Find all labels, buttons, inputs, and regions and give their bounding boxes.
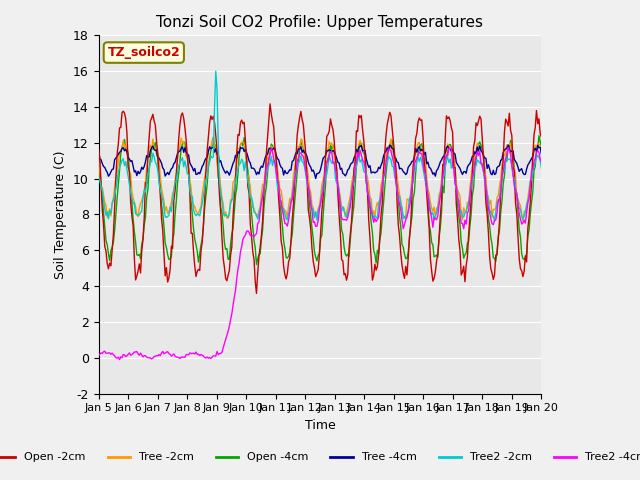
Text: TZ_soilco2: TZ_soilco2 bbox=[108, 46, 180, 59]
Title: Tonzi Soil CO2 Profile: Upper Temperatures: Tonzi Soil CO2 Profile: Upper Temperatur… bbox=[157, 15, 483, 30]
Legend: Open -2cm, Tree -2cm, Open -4cm, Tree -4cm, Tree2 -2cm, Tree2 -4cm: Open -2cm, Tree -2cm, Open -4cm, Tree -4… bbox=[0, 448, 640, 467]
X-axis label: Time: Time bbox=[305, 419, 335, 432]
Y-axis label: Soil Temperature (C): Soil Temperature (C) bbox=[54, 150, 67, 279]
